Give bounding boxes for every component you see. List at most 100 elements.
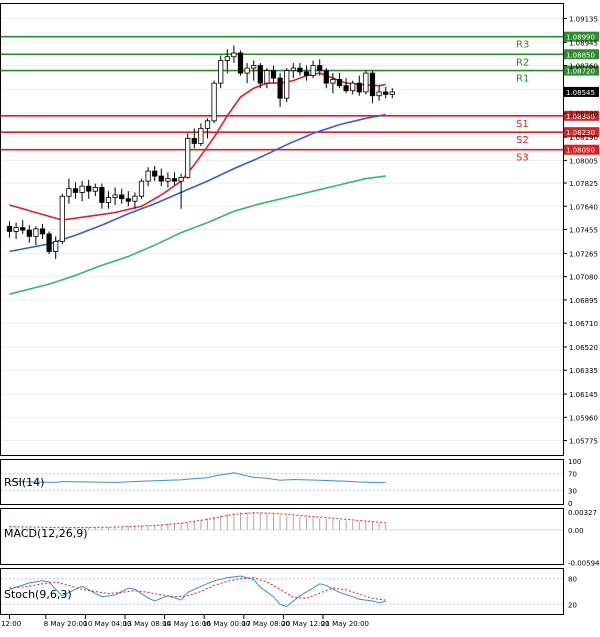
price-tick-label: 1.07080 [569, 274, 598, 282]
candle-bull [376, 91, 382, 97]
macd-tick-label: 0.00327 [568, 509, 597, 517]
candle-bear [152, 170, 158, 177]
time-tick-label: 20 May 12:00 [281, 620, 329, 628]
candle-bear [26, 229, 32, 237]
level-price-tag-r1 [564, 65, 599, 76]
rsi-tick-label: 100 [568, 458, 581, 466]
level-price-tag-s2 [564, 127, 599, 138]
candle-bear [39, 228, 46, 235]
macd-tick-label: 0.00 [568, 527, 584, 535]
level-name-r1: R1 [516, 74, 529, 85]
stoch-panel-frame [0, 568, 564, 615]
candle-bull [105, 197, 112, 203]
time-tick-label: 17 May 08:00 [242, 620, 290, 628]
candle-bull [13, 227, 19, 232]
price-tick-label: 1.06895 [569, 297, 598, 305]
candle-bear [20, 227, 26, 231]
stoch-tick-label: 80 [568, 576, 577, 584]
level-price-tag-r2 [564, 49, 599, 60]
level-price-label-s2: 1.08230 [566, 129, 595, 137]
candle-bear [46, 233, 52, 252]
price-tick-label: 1.07825 [569, 180, 598, 188]
level-name-s3: S3 [516, 153, 529, 164]
price-tick-label: 1.06520 [569, 344, 598, 352]
price-tick-label: 1.06145 [569, 391, 598, 399]
candle-bear [303, 71, 310, 77]
macd-label: MACD(12,26,9) [4, 527, 88, 540]
ma-mid-blue-line [9, 113, 386, 253]
time-tick-label: 14 May 16:00 [163, 620, 211, 628]
price-tick-label: 1.05775 [569, 438, 598, 446]
candle-bear [119, 194, 125, 200]
candle-bull [185, 138, 191, 178]
current-price-tag [564, 86, 599, 97]
time-tick-label: 13 May 08:00 [123, 620, 171, 628]
stoch-signal-line [9, 577, 386, 601]
level-price-label-r2: 1.08850 [566, 51, 595, 59]
candle-bear [237, 52, 244, 74]
candle-bear [86, 185, 92, 192]
rsi-tick-label: 30 [568, 487, 577, 495]
candle-bull [198, 127, 204, 144]
rsi-panel-frame [0, 459, 564, 505]
current-price-label: 1.08545 [566, 89, 595, 97]
candle-bull [178, 176, 184, 182]
price-tick-label: 1.05960 [569, 414, 598, 422]
candle-bull [330, 78, 336, 84]
ma-slow-green-line [9, 175, 386, 295]
candle-bull [251, 65, 257, 69]
candle-bear [6, 225, 13, 232]
macd-panel-frame [0, 508, 564, 565]
candle-bear [356, 82, 362, 93]
candle-bull [112, 194, 118, 198]
candle-bull [310, 65, 316, 77]
candle-bull [284, 70, 290, 99]
candle-bear [343, 85, 349, 92]
level-name-r3: R3 [516, 40, 529, 51]
candle-bull [66, 188, 72, 197]
rsi-line [9, 472, 386, 483]
rsi-tick-label: 0 [568, 500, 572, 508]
level-name-s2: S2 [516, 135, 529, 146]
level-price-label-r3: 1.08990 [566, 34, 595, 42]
level-price-tag-r3 [564, 31, 599, 42]
stoch-main-line [9, 575, 386, 608]
candle-bull [138, 180, 145, 197]
candle-bull [204, 120, 211, 129]
level-price-label-s1: 1.08360 [566, 113, 595, 121]
candle-bull [244, 67, 250, 74]
candle-bear [323, 70, 329, 84]
level-name-s1: S1 [516, 119, 529, 130]
candle-bear [336, 78, 343, 87]
candle-bull [53, 241, 59, 252]
candle-bull [290, 67, 296, 71]
level-price-tag-s3 [564, 144, 599, 155]
candle-bull [389, 91, 395, 95]
candle-bull [218, 60, 224, 84]
candle-bull [145, 170, 151, 182]
price-tick-label: 1.06710 [569, 320, 598, 328]
level-price-tag-s1 [564, 110, 599, 121]
candle-bear [125, 198, 131, 202]
price-tick-label: 1.08005 [569, 157, 598, 165]
candle-bear [270, 70, 277, 79]
candle-bear [171, 178, 178, 182]
candle-bull [363, 72, 369, 93]
rsi-tick-label: 70 [568, 471, 577, 479]
candle-bear [158, 175, 164, 182]
time-tick-label: 16 May 00:00 [202, 620, 250, 628]
candle-bear [297, 67, 303, 73]
candle-bear [99, 187, 105, 203]
price-tick-label: 1.07265 [569, 250, 598, 258]
candle-bear [317, 65, 323, 71]
price-tick-label: 1.07455 [569, 227, 598, 235]
candle-bear [277, 77, 283, 99]
candle-bull [165, 178, 171, 182]
candle-bull [211, 82, 217, 122]
rsi-label: RSI(14) [4, 476, 44, 489]
candle-bull [350, 82, 356, 92]
candle-bear [369, 72, 376, 97]
candle-bear [191, 138, 197, 144]
price-tick-label: 1.07640 [569, 203, 598, 211]
candle-bull [132, 195, 138, 202]
